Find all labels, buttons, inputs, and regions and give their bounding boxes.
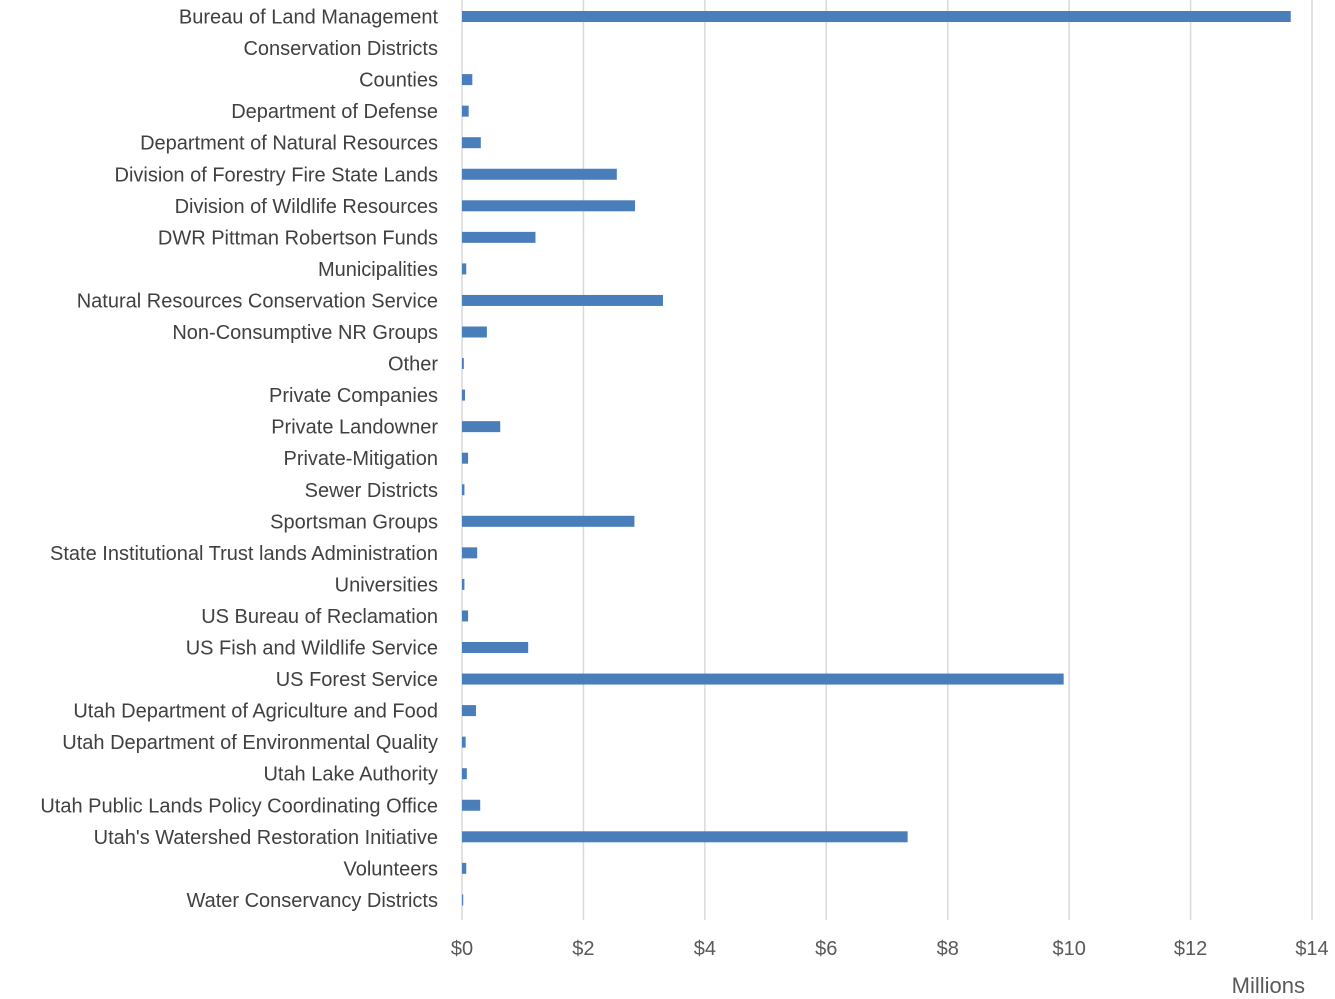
x-tick-label: $6 [815,938,837,960]
bar [462,137,481,149]
x-tick-label: $4 [694,938,716,960]
bar [462,705,476,717]
category-label: Private Landowner [271,417,438,439]
category-labels: Bureau of Land Management Conservation Di… [40,7,438,912]
category-label: DWR Pittman Robertson Funds [158,227,438,249]
bar [462,231,536,243]
category-label: Department of Natural Resources [140,133,438,155]
category-label: Non-Consumptive NR Groups [172,322,438,344]
category-label: US Forest Service [276,669,438,691]
category-label: Private-Mitigation [283,448,438,470]
category-label: Bureau of Land Management [179,7,439,29]
bar [462,74,473,86]
category-label: Division of Forestry Fire State Lands [115,164,438,186]
x-tick-label: $8 [937,938,959,960]
bar [462,831,908,843]
bar [462,673,1064,685]
category-label: State Institutional Trust lands Administ… [50,543,438,565]
bar [462,421,501,433]
category-label: Water Conservancy Districts [186,890,438,912]
bar [462,768,467,780]
bar [462,799,481,811]
category-label: Municipalities [318,259,438,281]
x-tick-label: $12 [1174,938,1207,960]
bar [462,263,467,275]
category-label: Natural Resources Conservation Service [77,290,438,312]
x-tick-label: $0 [451,938,473,960]
bar [462,105,469,117]
bars [462,11,1291,906]
bar [462,452,469,464]
category-label: Counties [359,70,438,92]
category-label: Sewer Districts [305,480,438,502]
bar [462,862,467,874]
category-label: Universities [335,574,438,596]
bar [462,610,469,622]
category-label: Utah Department of Environmental Quality [62,732,438,754]
x-tick-labels: $0 $2 $4 $6 $8 $10 $12 $14 [451,938,1329,960]
x-tick-label: $14 [1295,938,1328,960]
gridlines [461,0,1313,920]
bar [462,736,466,748]
category-label: Division of Wildlife Resources [175,196,438,218]
bar [462,326,487,338]
bar [462,484,465,496]
category-label: Utah Public Lands Policy Coordinating Of… [40,795,438,817]
category-label: US Fish and Wildlife Service [186,638,438,660]
x-tick-label: $2 [572,938,594,960]
category-label: Utah Lake Authority [263,764,438,786]
x-tick-label: $10 [1052,938,1085,960]
x-unit-label: Millions [1232,973,1305,998]
category-label: Other [388,354,438,376]
category-label: Private Companies [269,385,438,407]
category-label: Utah Department of Agriculture and Food [73,701,438,723]
bar [462,578,465,590]
bar [462,642,529,653]
bar [462,11,1291,22]
category-label: Conservation Districts [243,38,438,60]
bar [462,358,464,370]
bar [462,515,635,527]
bar [462,389,466,401]
bar [462,200,636,212]
category-label: Volunteers [343,858,438,880]
bar [462,547,478,559]
category-label: Department of Defense [231,101,438,123]
bar [462,894,464,906]
category-label: Sportsman Groups [270,511,438,533]
bar [462,294,663,306]
bar [462,168,617,180]
category-label: US Bureau of Reclamation [201,606,438,628]
category-label: Utah's Watershed Restoration Initiative [94,827,438,849]
